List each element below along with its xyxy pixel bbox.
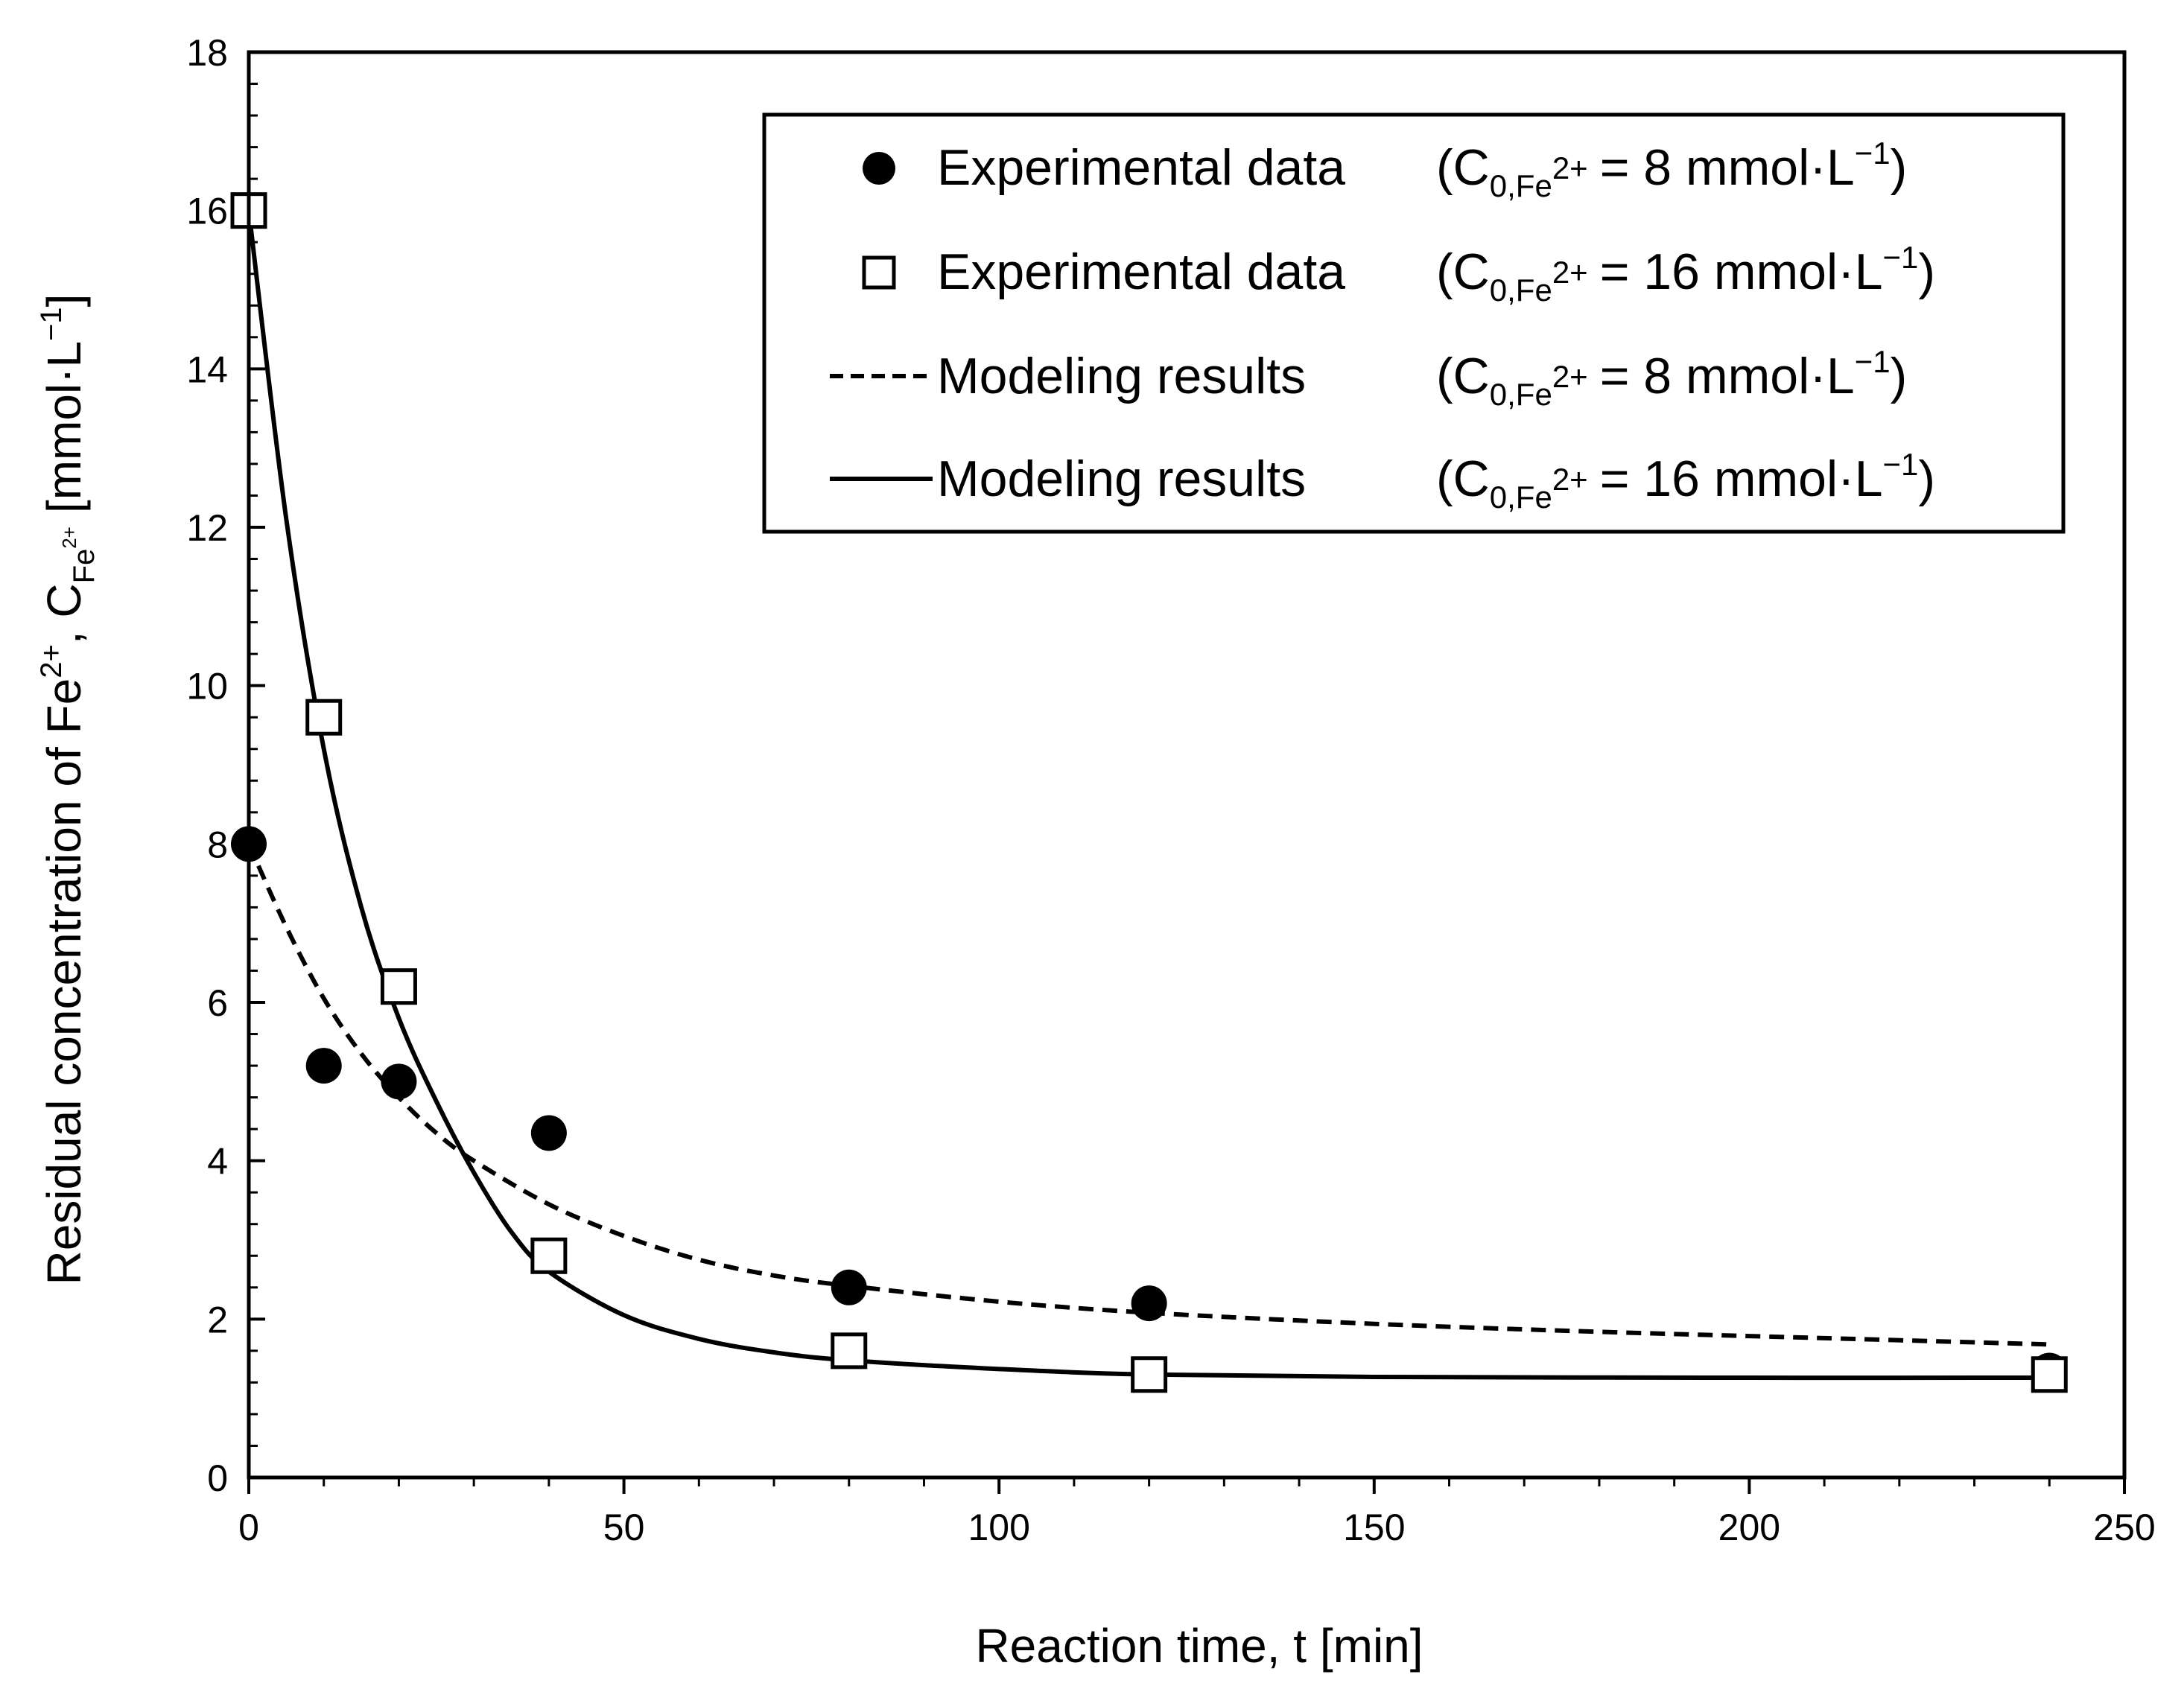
legend-entry-4-value: = 16 mmol·L <box>1600 451 1883 507</box>
data-point-16mmol <box>305 699 343 736</box>
legend-entry-3-unit-sup: −1 <box>1855 344 1891 379</box>
y-tick-label: 12 <box>186 507 228 549</box>
legend: Experimental data (C0,Fe2+ = 8 mmol·L−1) E… <box>762 112 2066 534</box>
legend-entry-4-unit-sup: −1 <box>1883 447 1919 482</box>
y-axis-label-sup: 2+ <box>35 644 68 678</box>
y-tick-label: 14 <box>186 349 228 390</box>
y-axis-label: Residual concentration of Fe2+, CFe2+[mm… <box>35 294 101 1285</box>
legend-entry-3: Modeling results (C0,Fe2+ = 8 mmol·L−1) <box>937 344 1907 412</box>
model-line-8mmol <box>247 843 2050 1347</box>
data-point-16mmol <box>380 968 417 1005</box>
legend-entry-2-sup: 2+ <box>1552 255 1588 290</box>
legend-entry-1-sub: 0,Fe <box>1490 168 1552 203</box>
plot-area-frame <box>247 50 2127 1480</box>
y-axis-label-unit-end: ] <box>37 294 91 308</box>
legend-entry-3-close: ) <box>1891 348 1908 404</box>
legend-entry-2-close: ) <box>1918 244 1935 300</box>
data-point-8mmol <box>381 1063 417 1100</box>
legend-entry-4-label: Modeling results <box>937 451 1306 507</box>
y-axis-label-unit: [mmol·L <box>37 341 91 513</box>
y-axis-label-sub-sup: 2+ <box>58 527 80 549</box>
legend-entry-4-open: (C <box>1436 451 1490 507</box>
legend-entry-4-sup: 2+ <box>1552 462 1588 497</box>
y-axis-label-unit-sup: −1 <box>35 307 68 341</box>
y-axis-label-symbol: C <box>37 583 91 617</box>
tick-labels: 0 2 4 6 8 10 12 14 16 18 0 50 100 150 200 250 <box>186 32 2155 1548</box>
legend-entry-1-close: ) <box>1891 139 1908 196</box>
series-lines <box>247 210 2050 1381</box>
legend-entry-1-unit-sup: −1 <box>1855 136 1891 171</box>
legend-entry-3-value: = 8 mmol·L <box>1600 348 1855 404</box>
y-axis-label-sep: , <box>37 618 91 645</box>
x-tick-label: 0 <box>238 1507 259 1548</box>
data-point-16mmol <box>2031 1356 2068 1393</box>
legend-entry-2-sub: 0,Fe <box>1490 273 1552 308</box>
y-axis-label-sub: Fe <box>68 549 101 584</box>
legend-entry-2-label: Experimental data <box>937 244 1345 300</box>
y-tick-label: 16 <box>186 191 228 232</box>
legend-entry-4: Modeling results (C0,Fe2+ = 16 mmol·L−1) <box>937 447 1935 515</box>
y-axis-label-prefix: Residual concentration of Fe <box>37 678 91 1285</box>
legend-entry-1: Experimental data (C0,Fe2+ = 8 mmol·L−1) <box>937 136 1907 203</box>
x-tick-label: 200 <box>1718 1507 1780 1548</box>
x-tick-label: 100 <box>968 1507 1029 1548</box>
legend-box <box>762 112 2066 534</box>
legend-entry-3-sup: 2+ <box>1552 359 1588 394</box>
data-point-16mmol <box>1131 1356 1168 1393</box>
y-tick-label: 4 <box>207 1141 228 1183</box>
legend-entry-2-value: = 16 mmol·L <box>1600 244 1883 300</box>
legend-entry-3-open: (C <box>1436 348 1490 404</box>
data-point-16mmol <box>831 1332 868 1370</box>
legend-entry-3-label: Modeling results <box>937 348 1306 404</box>
legend-entry-1-open: (C <box>1436 139 1490 196</box>
legend-entry-2: Experimental data (C0,Fe2+ = 16 mmol·L−1) <box>937 240 1935 308</box>
x-axis-label: Reaction time, t [min] <box>975 1619 1423 1673</box>
x-tick-label: 50 <box>603 1507 645 1548</box>
legend-marker-filled-circle <box>863 152 895 185</box>
legend-entry-1-label: Experimental data <box>937 139 1345 196</box>
data-point-16mmol <box>530 1237 568 1274</box>
x-tick-label: 250 <box>2093 1507 2155 1548</box>
data-point-8mmol <box>530 1115 567 1151</box>
legend-entry-3-sub: 0,Fe <box>1490 377 1552 412</box>
data-point-8mmol <box>1131 1285 1167 1322</box>
legend-entry-4-close: ) <box>1918 451 1935 507</box>
data-point-8mmol <box>305 1048 342 1084</box>
legend-entry-4-sub: 0,Fe <box>1490 480 1552 515</box>
legend-marker-open-square <box>862 255 896 290</box>
y-tick-label: 0 <box>207 1457 228 1499</box>
data-point-8mmol <box>831 1269 867 1305</box>
y-tick-label: 6 <box>207 982 228 1024</box>
y-tick-label: 2 <box>207 1299 228 1340</box>
legend-entry-1-sup: 2+ <box>1552 150 1588 185</box>
model-line-16mmol <box>247 210 2050 1381</box>
x-tick-label: 150 <box>1343 1507 1405 1548</box>
legend-entry-1-value: = 8 mmol·L <box>1600 139 1855 196</box>
y-tick-label: 8 <box>207 824 228 865</box>
legend-entry-2-open: (C <box>1436 244 1490 300</box>
legend-entry-2-unit-sup: −1 <box>1883 240 1919 275</box>
y-tick-label: 18 <box>186 32 228 74</box>
y-tick-label: 10 <box>186 666 228 707</box>
